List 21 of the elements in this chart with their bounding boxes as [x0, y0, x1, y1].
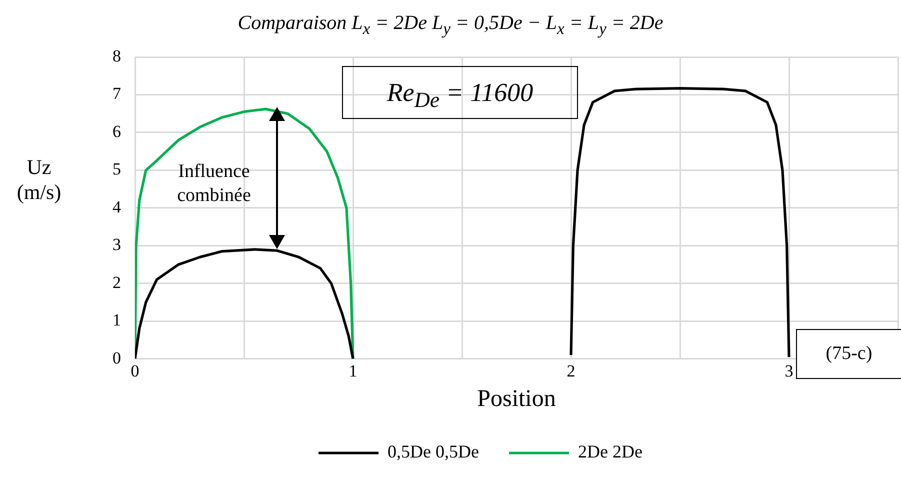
x-tick-label: 2 [566, 361, 576, 380]
y-tick-label: 7 [112, 84, 122, 104]
x-tick-label: 1 [348, 361, 358, 380]
legend-label: 2De 2De [578, 442, 642, 462]
legend-label: 0,5De 0,5De [388, 442, 480, 462]
annotation: (75-c) [796, 329, 901, 379]
annotation: Re$_{De}$ = 11600 [342, 66, 578, 119]
y-tick-label: 2 [112, 272, 121, 292]
y-tick-label: 8 [112, 46, 121, 66]
x-tick-label: 0 [130, 361, 140, 380]
y-tick-label: 4 [112, 197, 122, 216]
y-tick-label: 6 [112, 122, 121, 141]
chart-title: Comparaison L$_{x}$ = 2De L$_{y}$ = 0,5De − L$_{x}$ = L$_{y}$ = 2De [238, 12, 664, 38]
x-tick-label: 3 [784, 361, 794, 380]
x-axis-title: Position [477, 386, 556, 412]
y-tick-label: 3 [112, 235, 121, 254]
y-tick-label: 1 [112, 310, 121, 330]
y-axis-title: Uz (m/s) [16, 155, 62, 205]
y-tick-label: 0 [112, 348, 121, 368]
y-tick-label: 5 [112, 160, 121, 179]
annotation: Influence combinée [176, 160, 252, 208]
